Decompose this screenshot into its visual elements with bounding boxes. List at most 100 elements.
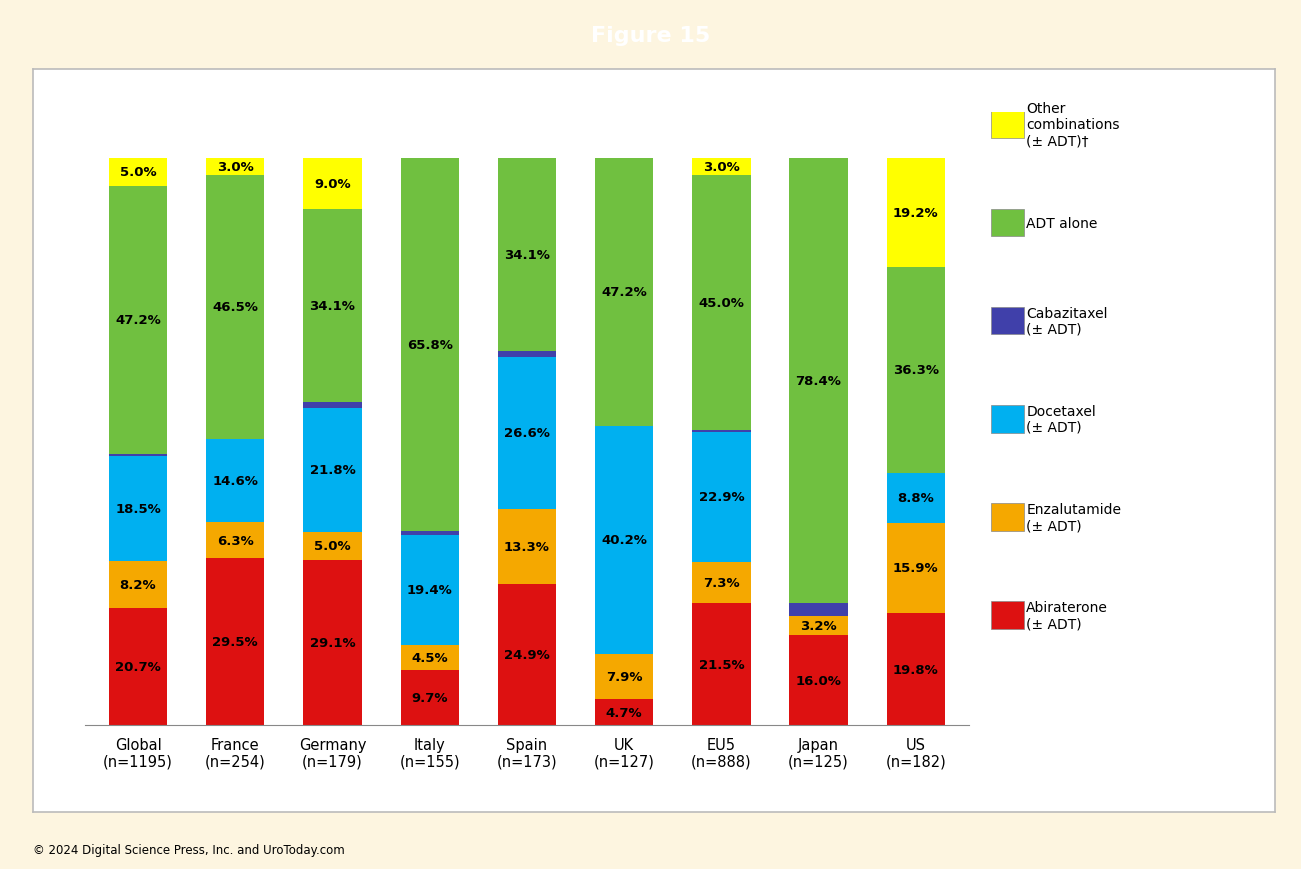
FancyBboxPatch shape [991,209,1024,237]
Bar [886,614,945,726]
Text: 40.2%: 40.2% [601,534,647,547]
Bar [401,671,459,726]
Text: 16.0%: 16.0% [796,673,842,687]
Bar [595,654,653,699]
Bar [498,358,556,509]
Text: 78.4%: 78.4% [796,375,842,388]
Bar [109,457,168,561]
Bar [692,176,751,431]
Bar [692,158,751,176]
Text: 65.8%: 65.8% [407,339,453,351]
Text: 36.3%: 36.3% [892,364,939,377]
Bar [886,474,945,523]
Bar [401,158,459,532]
Bar [498,509,556,584]
Bar [109,158,168,187]
Text: 29.5%: 29.5% [212,635,258,648]
Bar [303,532,362,561]
Bar [303,403,362,408]
Bar [206,176,264,439]
Bar [401,535,459,645]
Bar [790,617,848,635]
Text: 9.0%: 9.0% [314,177,351,190]
Text: 26.6%: 26.6% [503,427,550,440]
Bar [595,699,653,726]
Text: Abiraterone
(± ADT): Abiraterone (± ADT) [1026,600,1108,630]
Text: 19.8%: 19.8% [892,663,938,676]
Text: Docetaxel
(± ADT): Docetaxel (± ADT) [1026,404,1095,434]
Text: © 2024 Digital Science Press, Inc. and UroToday.com: © 2024 Digital Science Press, Inc. and U… [33,844,345,856]
FancyBboxPatch shape [991,308,1024,335]
Text: 29.1%: 29.1% [310,637,355,649]
Text: Cabazitaxel
(± ADT): Cabazitaxel (± ADT) [1026,306,1107,336]
Text: 3.0%: 3.0% [217,161,254,173]
Text: Enzalutamide
(± ADT): Enzalutamide (± ADT) [1026,502,1121,533]
Text: 22.9%: 22.9% [699,491,744,504]
Text: 34.1%: 34.1% [503,249,550,262]
Bar [498,584,556,726]
Bar [303,209,362,403]
Bar [303,561,362,726]
FancyBboxPatch shape [991,503,1024,531]
Text: 19.4%: 19.4% [407,584,453,596]
Bar [109,608,168,726]
Text: 6.3%: 6.3% [217,534,254,547]
Bar [692,433,751,562]
Bar [886,158,945,268]
Bar [692,562,751,604]
Text: 46.5%: 46.5% [212,301,258,314]
Text: 20.7%: 20.7% [116,660,161,673]
Text: 45.0%: 45.0% [699,296,744,309]
Text: 7.3%: 7.3% [703,576,740,589]
Bar [303,408,362,532]
Bar [206,522,264,558]
Text: 5.0%: 5.0% [314,540,351,553]
FancyBboxPatch shape [991,406,1024,433]
Text: 3.2%: 3.2% [800,620,837,633]
Text: 8.2%: 8.2% [120,579,156,592]
Text: 18.5%: 18.5% [116,502,161,515]
Text: Other
combinations
(± ADT)†: Other combinations (± ADT)† [1026,102,1120,149]
Bar [886,523,945,614]
Bar [206,440,264,522]
Bar [498,352,556,358]
Text: 5.0%: 5.0% [120,166,156,179]
Bar [692,604,751,726]
Text: 3.0%: 3.0% [703,161,740,173]
Text: 24.9%: 24.9% [503,648,550,661]
Text: Figure 15: Figure 15 [591,26,710,45]
Bar [790,603,848,617]
Text: 14.6%: 14.6% [212,474,258,488]
Bar [498,158,556,352]
Bar [401,645,459,671]
Bar [595,158,653,426]
Text: 21.5%: 21.5% [699,658,744,671]
Text: 7.9%: 7.9% [606,670,643,683]
Text: 4.5%: 4.5% [411,652,448,664]
FancyBboxPatch shape [991,601,1024,629]
Text: 4.7%: 4.7% [606,706,643,719]
Bar [109,454,168,457]
Text: 47.2%: 47.2% [116,314,161,327]
Bar [595,426,653,654]
Text: 9.7%: 9.7% [411,692,448,705]
Bar [886,268,945,474]
Text: 19.2%: 19.2% [892,206,938,219]
Text: 47.2%: 47.2% [601,286,647,299]
Bar [790,635,848,726]
Bar [206,158,264,176]
Bar [109,187,168,454]
FancyBboxPatch shape [991,111,1024,139]
Text: 21.8%: 21.8% [310,464,355,477]
Text: ADT alone: ADT alone [1026,216,1098,230]
Bar [401,532,459,535]
Bar [109,561,168,608]
Bar [206,558,264,726]
Bar [303,158,362,209]
Text: 13.3%: 13.3% [503,541,550,554]
Text: 34.1%: 34.1% [310,300,355,313]
Bar [692,431,751,433]
Text: 8.8%: 8.8% [898,492,934,505]
Bar [790,158,848,603]
Text: 15.9%: 15.9% [892,561,938,574]
